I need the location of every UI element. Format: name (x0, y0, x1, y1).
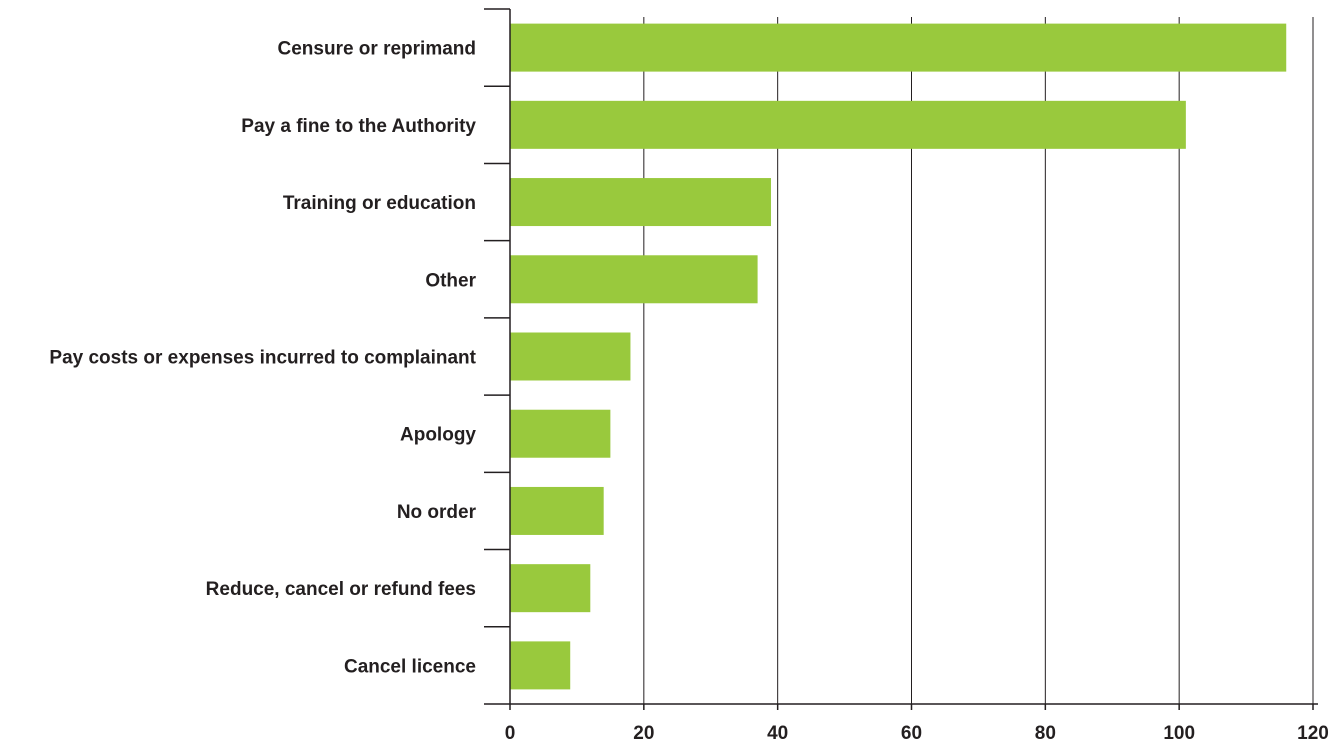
bars (510, 23, 1287, 690)
category-label: Cancel licence (344, 656, 476, 677)
x-tick-label: 100 (1163, 723, 1195, 744)
category-label: Pay a fine to the Authority (241, 116, 476, 137)
category-label: Training or education (283, 193, 476, 214)
axes (484, 8, 1318, 710)
bar (510, 178, 771, 227)
x-tick-label: 0 (505, 723, 516, 744)
bar (510, 409, 611, 458)
category-label: No order (397, 502, 477, 523)
bar (510, 641, 571, 690)
x-tick-label: 60 (901, 723, 922, 744)
bar (510, 255, 758, 304)
bar (510, 486, 604, 535)
bar (510, 564, 591, 613)
category-labels: Censure or reprimand Pay a fine to the Au… (49, 39, 476, 678)
category-label: Censure or reprimand (278, 39, 477, 60)
x-tick-label: 40 (767, 723, 788, 744)
bar (510, 332, 631, 381)
bar (510, 100, 1186, 149)
category-label: Apology (400, 425, 476, 446)
x-tick-label: 120 (1297, 723, 1329, 744)
x-tick-label: 20 (633, 723, 654, 744)
category-label: Pay costs or expenses incurred to compla… (49, 348, 476, 369)
x-tick-labels: 0 20 40 60 80 100 120 (505, 723, 1329, 744)
category-label: Reduce, cancel or refund fees (206, 579, 476, 600)
bar (510, 23, 1287, 72)
x-tick-label: 80 (1035, 723, 1056, 744)
category-label: Other (425, 270, 476, 291)
